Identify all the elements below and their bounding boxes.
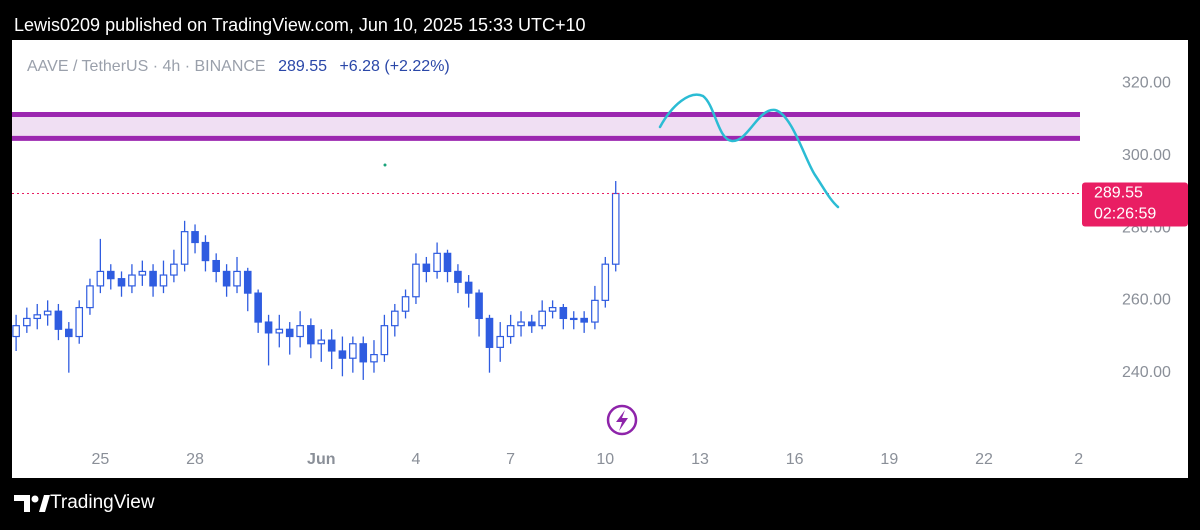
candle-body	[370, 353, 378, 363]
candle-body	[443, 252, 452, 273]
candle-body	[264, 321, 273, 334]
x-tick-label: 22	[975, 451, 993, 468]
symbol: AAVE / TetherUS · 4h · BINANCE	[27, 58, 266, 75]
candle-body	[96, 270, 105, 287]
zone-band	[12, 114, 1080, 139]
candle-body	[128, 274, 136, 287]
candle-body	[201, 241, 210, 262]
candle-body	[149, 270, 157, 287]
candle-body	[538, 310, 546, 327]
candle-body	[12, 325, 20, 338]
brand: TradingView	[50, 492, 155, 513]
candle-body	[170, 263, 178, 276]
symbol-info: AAVE / TetherUS · 4h · BINANCE 289.55 +6…	[27, 58, 450, 75]
candle-body	[380, 325, 389, 356]
candle-body	[475, 292, 483, 320]
x-tick-label: 10	[596, 451, 614, 468]
candle-body	[296, 325, 304, 338]
candle-body	[222, 270, 231, 287]
candle-body	[43, 310, 52, 316]
candle-body	[359, 343, 368, 363]
candle-body	[454, 270, 462, 283]
publisher-line: Lewis0209 published on TradingView.com, …	[14, 15, 586, 35]
candle-body	[338, 350, 347, 359]
y-tick-label: 240.00	[1122, 364, 1171, 381]
candle-body	[548, 306, 557, 312]
x-tick-label: Jun	[307, 451, 335, 468]
candle-body	[591, 299, 599, 323]
candle-body	[496, 335, 505, 348]
candle-body	[285, 328, 294, 338]
candle-body	[580, 317, 588, 323]
candle-body	[75, 306, 84, 338]
price-tag-value: 289.55	[1094, 185, 1143, 202]
candle-body	[601, 263, 610, 301]
candle-body	[349, 343, 357, 359]
candle-body	[412, 263, 420, 298]
y-tick-label: 300.00	[1122, 147, 1171, 164]
candle-body	[106, 270, 115, 280]
candle-body	[243, 270, 252, 294]
candle-body	[307, 325, 315, 345]
candle-body	[527, 321, 536, 327]
change: +6.28 (+2.22%)	[339, 58, 449, 75]
candle-body	[275, 328, 284, 334]
candle-body	[212, 259, 220, 273]
x-tick-label: 25	[91, 451, 109, 468]
candle-body	[33, 314, 42, 320]
tradingview-logo	[14, 495, 50, 512]
candle-body	[159, 274, 168, 287]
y-tick-label: 320.00	[1122, 75, 1171, 92]
candle-body	[422, 263, 431, 273]
candle-body	[517, 321, 525, 327]
event-icon	[606, 404, 638, 436]
candle-body	[401, 296, 410, 312]
candle-body	[138, 270, 147, 276]
candle-body	[433, 252, 441, 273]
candle-body	[391, 310, 399, 327]
candle-body	[485, 317, 494, 348]
x-tick-label: 4	[411, 451, 420, 468]
candle-body	[464, 281, 473, 294]
x-tick-label: 19	[880, 451, 898, 468]
x-tick-label: 13	[691, 451, 709, 468]
candle-body	[254, 292, 262, 323]
drawn-projection	[658, 93, 840, 209]
candle-body	[327, 339, 336, 352]
x-tick-label: 2	[1074, 451, 1083, 468]
y-tick-label: 260.00	[1122, 292, 1171, 309]
candle-body	[54, 310, 63, 330]
x-tick-label: 16	[786, 451, 804, 468]
candle-body	[611, 192, 620, 265]
x-tick-label: 7	[506, 451, 515, 468]
candle-body	[569, 317, 578, 321]
price-tag	[1082, 182, 1188, 227]
candle-body	[23, 317, 31, 327]
candle-body	[65, 328, 73, 338]
candle-body	[117, 278, 126, 287]
candle-body	[317, 339, 326, 345]
candle-body	[86, 285, 94, 309]
candle-body	[191, 231, 199, 244]
drawing-dot	[383, 163, 387, 167]
candle-body	[233, 270, 241, 287]
candle-body	[180, 231, 189, 265]
x-tick-label: 28	[186, 451, 204, 468]
candle-body	[559, 306, 568, 320]
price-tag-countdown: 02:26:59	[1094, 206, 1156, 223]
last-price: 289.55	[278, 58, 327, 75]
candle-body	[506, 325, 515, 338]
